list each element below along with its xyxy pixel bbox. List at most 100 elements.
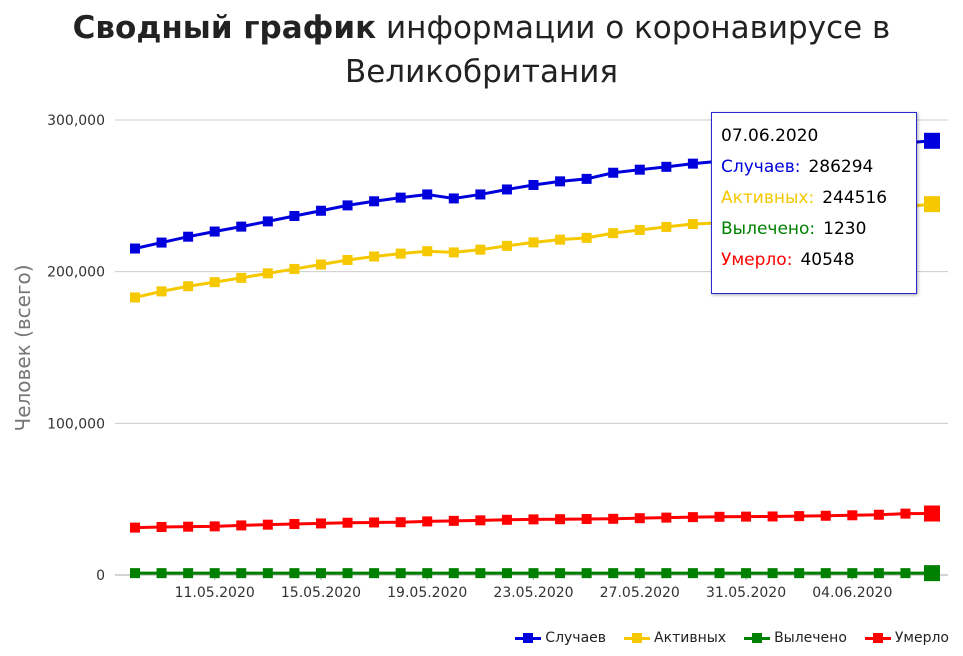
- chart-title-bold: Сводный график: [72, 10, 377, 46]
- legend-label-deaths: Умерло: [894, 630, 949, 646]
- data-point: [661, 568, 672, 579]
- data-point: [262, 268, 273, 279]
- legend-label-cases: Случаев: [545, 630, 607, 646]
- data-point: [422, 246, 433, 257]
- legend-swatch-recovered: [744, 632, 771, 644]
- data-point: [581, 568, 592, 579]
- data-point: [475, 568, 486, 579]
- data-point: [183, 521, 194, 532]
- x-tick-label: 11.05.2020: [175, 585, 255, 601]
- data-point: [209, 226, 220, 237]
- data-point: [501, 240, 512, 251]
- y-tick-label: 200,000: [47, 265, 105, 281]
- data-point: [900, 568, 911, 579]
- data-point: [315, 205, 326, 216]
- data-point: [528, 568, 539, 579]
- data-point: [687, 219, 698, 230]
- data-point: [262, 519, 273, 530]
- data-point: [209, 521, 220, 532]
- tooltip-row-recovered: Вылечено: 1230: [721, 218, 916, 249]
- data-point: [342, 517, 353, 528]
- data-point: [130, 243, 140, 254]
- data-point: [209, 568, 220, 579]
- data-point: [581, 173, 592, 184]
- data-point: [741, 568, 752, 579]
- data-point: [820, 510, 831, 521]
- data-point: [608, 568, 619, 579]
- legend-item-active[interactable]: Активных: [624, 630, 726, 646]
- data-point: [924, 565, 940, 582]
- y-axis-label: Человек (всего): [11, 264, 35, 431]
- x-tick-label: 31.05.2020: [706, 585, 786, 601]
- data-point: [475, 515, 486, 526]
- data-point: [209, 277, 220, 288]
- data-point: [661, 512, 672, 523]
- data-point: [262, 568, 273, 579]
- data-point: [924, 132, 940, 149]
- legend-swatch-deaths: [864, 632, 891, 644]
- data-point: [289, 210, 300, 221]
- data-point: [634, 513, 645, 524]
- data-point: [289, 568, 300, 579]
- data-point: [687, 568, 698, 579]
- x-tick-label: 04.06.2020: [812, 585, 892, 601]
- data-point: [369, 568, 380, 579]
- tooltip-label-recovered: Вылечено:: [721, 219, 816, 239]
- data-point: [741, 511, 752, 522]
- tooltip-label-deaths: Умерло:: [721, 250, 793, 270]
- x-tick-label: 19.05.2020: [387, 585, 467, 601]
- legend-item-recovered[interactable]: Вылечено: [744, 630, 847, 646]
- chart-title: Сводный график информации о коронавирусе…: [0, 6, 963, 94]
- data-point: [369, 196, 380, 207]
- tooltip-label-active: Активных:: [721, 188, 815, 208]
- legend-item-cases[interactable]: Случаев: [515, 630, 606, 646]
- data-point: [924, 505, 940, 522]
- data-point: [528, 514, 539, 525]
- data-point: [342, 568, 353, 579]
- data-point: [820, 568, 831, 579]
- data-point: [924, 196, 940, 213]
- data-point: [130, 568, 140, 579]
- data-point: [156, 286, 167, 297]
- data-point: [289, 263, 300, 274]
- data-point: [422, 568, 433, 579]
- data-point: [661, 221, 672, 232]
- legend-label-active: Активных: [654, 630, 727, 646]
- legend-label-recovered: Вылечено: [774, 630, 847, 646]
- chart-legend: Случаев Активных Вылечено Умерло: [515, 630, 949, 646]
- data-point: [581, 232, 592, 243]
- data-point: [475, 189, 486, 200]
- data-point: [873, 568, 884, 579]
- y-tick-label: 0: [96, 568, 105, 584]
- data-point: [555, 568, 566, 579]
- data-point: [687, 512, 698, 523]
- tooltip-value-recovered: 1230: [823, 219, 867, 239]
- data-point: [395, 248, 406, 259]
- data-point: [183, 231, 194, 242]
- data-point: [767, 568, 778, 579]
- data-point: [847, 510, 858, 521]
- data-point: [369, 251, 380, 262]
- data-point: [847, 568, 858, 579]
- tooltip-label-cases: Случаев:: [721, 157, 801, 177]
- data-point: [183, 568, 194, 579]
- data-point: [714, 511, 725, 522]
- data-point: [555, 176, 566, 187]
- data-point: [236, 520, 247, 531]
- data-point: [395, 192, 406, 203]
- y-tick-label: 100,000: [47, 416, 105, 432]
- data-point: [342, 200, 353, 211]
- data-point: [687, 158, 698, 169]
- legend-item-deaths[interactable]: Умерло: [864, 630, 949, 646]
- tooltip-date: 07.06.2020: [721, 126, 819, 146]
- data-point: [448, 247, 459, 258]
- tooltip-row-cases: Случаев: 286294: [721, 156, 916, 187]
- data-point: [555, 514, 566, 525]
- legend-swatch-cases: [515, 632, 542, 644]
- data-point: [236, 568, 247, 579]
- data-point: [528, 237, 539, 248]
- x-tick-label: 27.05.2020: [600, 585, 680, 601]
- data-point: [794, 511, 805, 522]
- data-point: [448, 568, 459, 579]
